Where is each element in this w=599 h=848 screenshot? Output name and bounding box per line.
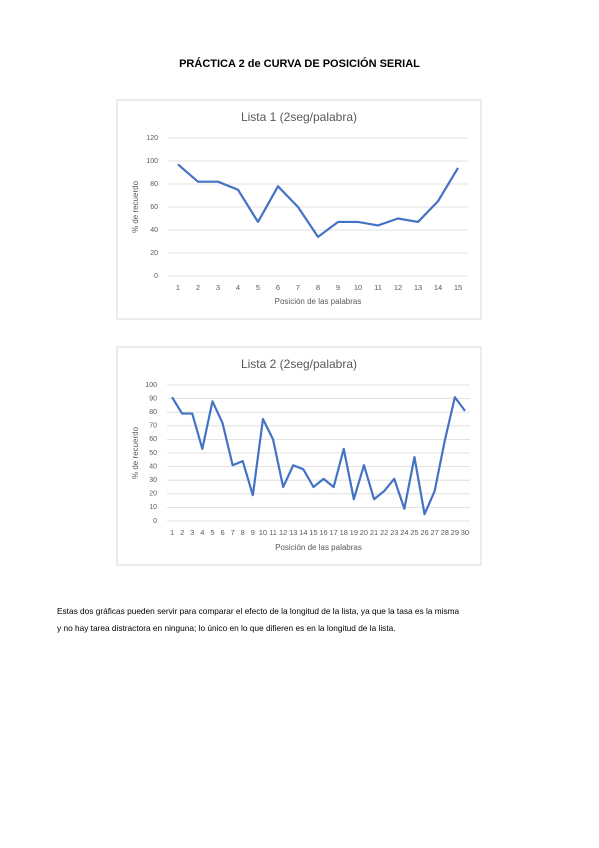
x-tick-label: 17 — [329, 528, 337, 537]
x-tick-label: 7 — [231, 528, 235, 537]
x-tick-label: 5 — [256, 283, 260, 292]
y-tick-label: 40 — [150, 227, 158, 234]
x-tick-label: 12 — [279, 528, 287, 537]
x-axis-title: Posición de las palabras — [275, 543, 362, 552]
y-tick-label: 20 — [149, 491, 157, 498]
x-tick-label: 15 — [454, 283, 462, 292]
x-tick-label: 14 — [299, 528, 307, 537]
y-tick-label: 100 — [146, 158, 158, 165]
data-line — [177, 163, 459, 238]
x-tick-label: 4 — [200, 528, 204, 537]
y-tick-label: 60 — [149, 436, 157, 443]
x-tick-label: 8 — [241, 528, 245, 537]
x-tick-label: 2 — [196, 283, 200, 292]
x-tick-label: 4 — [236, 283, 240, 292]
y-tick-label: 80 — [149, 409, 157, 416]
y-tick-label: 10 — [149, 504, 157, 511]
data-line — [171, 396, 466, 516]
y-tick-label: 50 — [149, 450, 157, 457]
x-tick-label: 29 — [451, 528, 459, 537]
x-axis-title: Posición de las palabras — [275, 297, 362, 306]
x-tick-label: 12 — [394, 283, 402, 292]
y-tick-label: 120 — [146, 135, 158, 142]
x-tick-label: 22 — [380, 528, 388, 537]
x-tick-label: 13 — [414, 283, 422, 292]
x-tick-label: 2 — [180, 528, 184, 537]
document-title: PRÁCTICA 2 de CURVA DE POSICIÓN SERIAL — [179, 58, 420, 70]
x-tick-label: 28 — [441, 528, 449, 537]
y-tick-label: 30 — [149, 477, 157, 484]
x-tick-label: 21 — [370, 528, 378, 537]
x-tick-label: 7 — [296, 283, 300, 292]
x-tick-label: 14 — [434, 283, 442, 292]
y-tick-label: 100 — [145, 382, 157, 389]
x-tick-label: 9 — [336, 283, 340, 292]
x-tick-label: 5 — [210, 528, 214, 537]
x-tick-label: 10 — [354, 283, 362, 292]
x-tick-label: 15 — [309, 528, 317, 537]
paragraph-line: y no hay tarea distractora en ninguna; l… — [57, 623, 396, 633]
x-tick-label: 16 — [319, 528, 327, 537]
x-tick-label: 6 — [276, 283, 280, 292]
x-tick-label: 3 — [190, 528, 194, 537]
x-tick-label: 10 — [259, 528, 267, 537]
paragraph-line: Estas dos gráficas pueden servir para co… — [57, 606, 460, 616]
x-tick-label: 27 — [430, 528, 438, 537]
x-tick-label: 25 — [410, 528, 418, 537]
x-tick-label: 1 — [170, 528, 174, 537]
y-tick-label: 80 — [150, 181, 158, 188]
y-axis-title: % de recuerdo — [131, 426, 140, 479]
x-tick-label: 13 — [289, 528, 297, 537]
y-axis-title: % de recuerdo — [131, 180, 140, 233]
x-tick-label: 30 — [461, 528, 469, 537]
y-tick-label: 0 — [153, 518, 157, 525]
x-tick-label: 11 — [269, 528, 277, 537]
x-tick-label: 11 — [374, 283, 382, 292]
y-tick-label: 20 — [150, 250, 158, 257]
x-tick-label: 24 — [400, 528, 408, 537]
x-tick-label: 6 — [220, 528, 224, 537]
x-tick-label: 8 — [316, 283, 320, 292]
x-tick-label: 20 — [360, 528, 368, 537]
y-tick-label: 0 — [154, 273, 158, 280]
x-tick-label: 19 — [350, 528, 358, 537]
chart-title: Lista 2 (2seg/palabra) — [241, 357, 357, 371]
x-tick-label: 23 — [390, 528, 398, 537]
y-tick-label: 40 — [149, 463, 157, 470]
y-tick-label: 60 — [150, 204, 158, 211]
y-tick-label: 90 — [149, 395, 157, 402]
y-tick-label: 70 — [149, 423, 157, 430]
x-tick-label: 18 — [340, 528, 348, 537]
x-tick-label: 9 — [251, 528, 255, 537]
chart-title: Lista 1 (2seg/palabra) — [241, 110, 357, 124]
x-tick-label: 26 — [420, 528, 428, 537]
chart-frame — [116, 346, 482, 566]
x-tick-label: 3 — [216, 283, 220, 292]
x-tick-label: 1 — [176, 283, 180, 292]
